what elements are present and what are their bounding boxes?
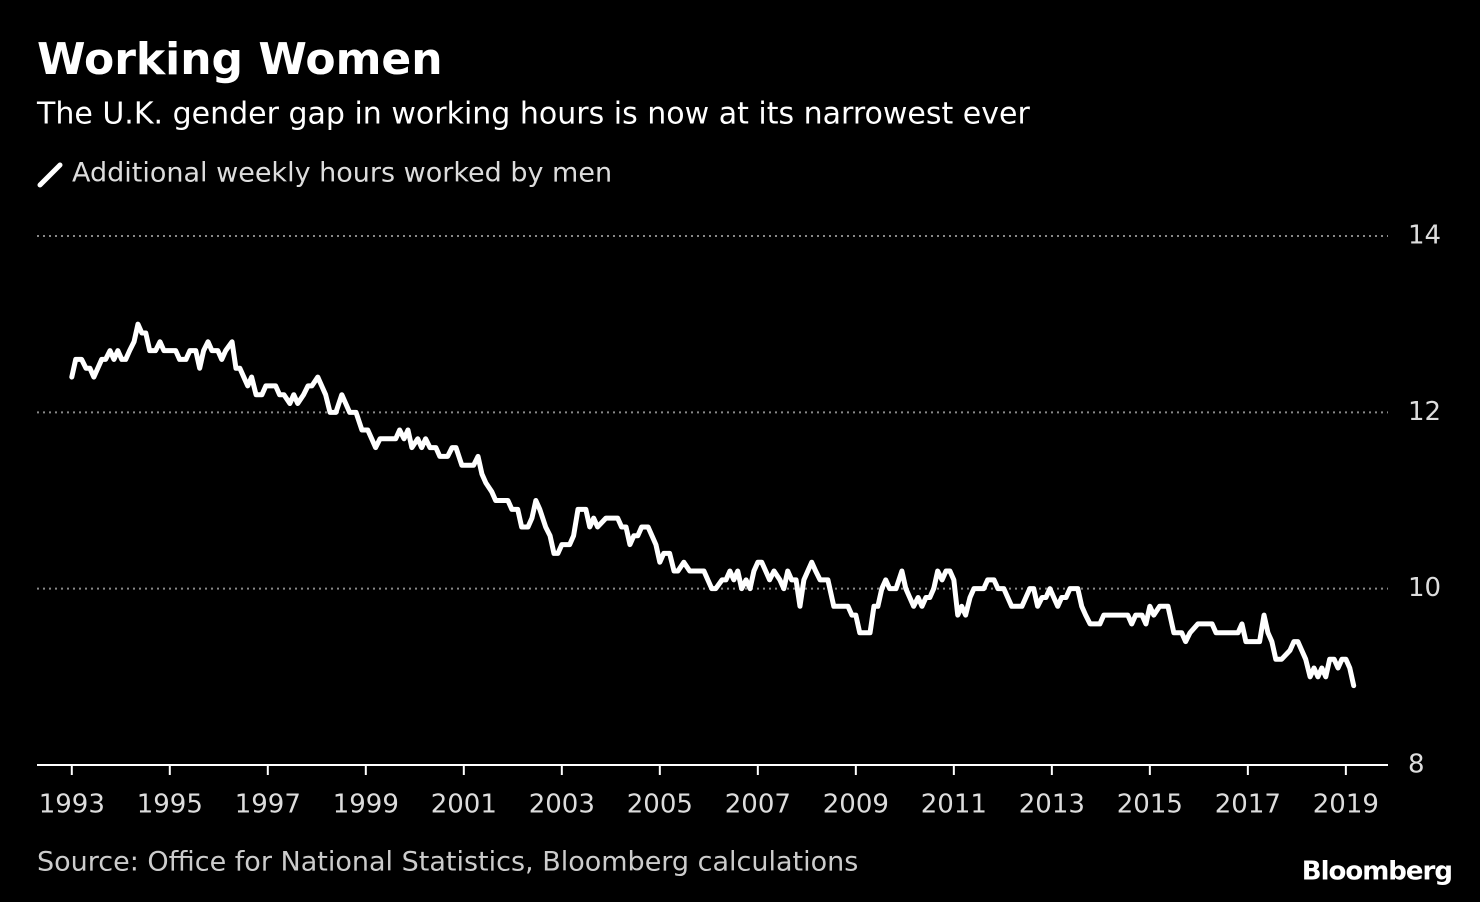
x-tick-label: 2001 bbox=[431, 790, 497, 820]
x-tick-label: 2011 bbox=[921, 790, 987, 820]
x-tick-label: 1999 bbox=[333, 790, 399, 820]
y-tick-label: 12 bbox=[1408, 397, 1441, 427]
x-tick-label: 2007 bbox=[725, 790, 791, 820]
x-tick-label: 1997 bbox=[235, 790, 301, 820]
x-tick-label: 1995 bbox=[137, 790, 203, 820]
x-tick-label: 2019 bbox=[1313, 790, 1379, 820]
x-tick-label: 1993 bbox=[39, 790, 105, 820]
y-tick-label: 10 bbox=[1408, 573, 1441, 603]
x-tick-label: 2017 bbox=[1215, 790, 1281, 820]
brand-logo: Bloomberg bbox=[1302, 857, 1452, 887]
chart-title: Working Women bbox=[37, 34, 443, 85]
x-tick-label: 2013 bbox=[1019, 790, 1085, 820]
legend-label: Additional weekly hours worked by men bbox=[72, 158, 612, 189]
legend-swatch bbox=[37, 162, 63, 188]
x-tick-label: 2003 bbox=[529, 790, 595, 820]
x-tick-label: 2005 bbox=[627, 790, 693, 820]
source-note: Source: Office for National Statistics, … bbox=[37, 847, 858, 878]
x-tick-label: 2009 bbox=[823, 790, 889, 820]
y-tick-label: 14 bbox=[1408, 221, 1441, 251]
x-tick-label: 2015 bbox=[1117, 790, 1183, 820]
data-line bbox=[69, 321, 1357, 689]
chart-subtitle: The U.K. gender gap in working hours is … bbox=[36, 97, 1030, 132]
y-tick-label: 8 bbox=[1408, 750, 1425, 780]
